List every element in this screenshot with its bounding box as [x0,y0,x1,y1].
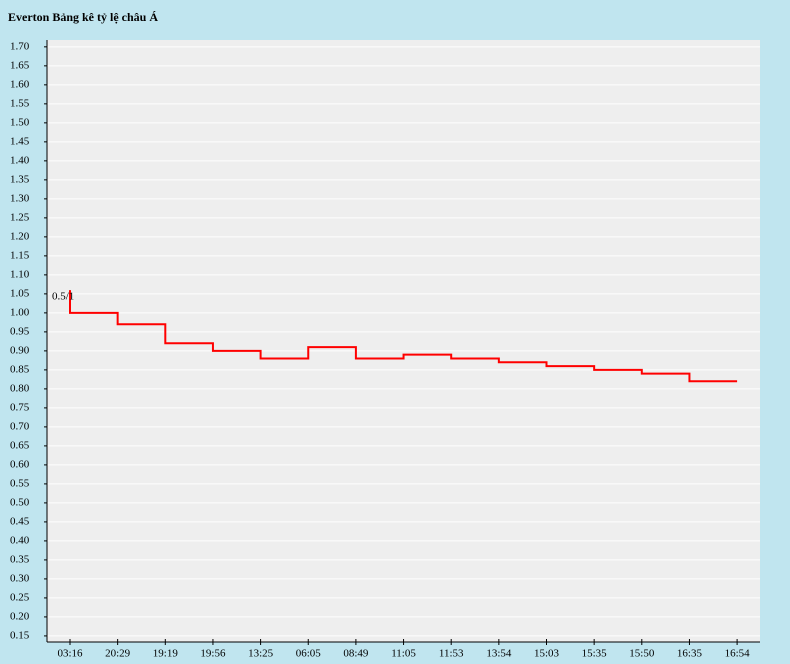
y-tick-label: 1.40 [10,154,30,166]
x-tick-label: 13:25 [248,648,274,660]
x-tick-label: 11:05 [391,648,416,660]
y-tick-label: 0.80 [10,382,30,394]
annotation: 0.5/1 [52,291,74,303]
y-tick-label: 0.70 [10,420,30,432]
y-tick-label: 0.25 [10,591,30,603]
y-tick-label: 0.75 [10,401,30,413]
y-tick-label: 0.60 [10,458,30,470]
y-tick-label: 1.15 [10,249,30,261]
y-tick-label: 1.65 [10,59,30,71]
x-tick-label: 06:05 [296,648,322,660]
y-tick-label: 0.55 [10,477,30,489]
x-tick-label: 15:03 [534,648,560,660]
y-tick-label: 0.30 [10,572,30,584]
y-tick-label: 1.60 [10,78,30,90]
y-tick-label: 0.95 [10,325,30,337]
y-tick-label: 1.30 [10,192,30,204]
y-tick-label: 0.65 [10,439,30,451]
x-tick-label: 20:29 [105,648,131,660]
x-tick-label: 15:50 [629,648,655,660]
odds-line [69,290,738,383]
x-tick-label: 08:49 [343,648,369,660]
y-tick-label: 1.00 [10,306,30,318]
x-tick-label: 19:56 [200,648,226,660]
y-tick-label: 1.45 [10,135,30,147]
x-tick-label: 11:53 [439,648,464,660]
y-tick-label: 1.25 [10,211,30,223]
y-tick-label: 1.10 [10,268,30,280]
plot-area [47,40,760,642]
chart-title: Everton Bảng kê tỷ lệ châu Á [8,10,158,24]
x-tick-label: 16:35 [677,648,703,660]
y-tick-label: 1.55 [10,97,30,109]
y-tick-label: 1.35 [10,173,30,185]
y-tick-label: 0.45 [10,515,30,527]
y-tick-label: 0.35 [10,553,30,565]
x-tick-label: 19:19 [153,648,179,660]
x-tick-label: 03:16 [57,648,83,660]
y-tick-label: 0.20 [10,610,30,622]
y-tick-label: 0.40 [10,534,30,546]
y-tick-label: 0.85 [10,363,30,375]
y-tick-label: 0.15 [10,629,30,641]
x-tick-label: 16:54 [725,648,751,660]
y-tick-label: 1.05 [10,287,30,299]
y-tick-label: 1.50 [10,116,30,128]
y-tick-label: 1.20 [10,230,30,242]
y-tick-label: 1.70 [10,40,30,52]
x-tick-label: 13:54 [486,648,512,660]
x-tick-label: 15:35 [582,648,608,660]
y-tick-label: 0.90 [10,344,30,356]
y-tick-label: 0.50 [10,496,30,508]
